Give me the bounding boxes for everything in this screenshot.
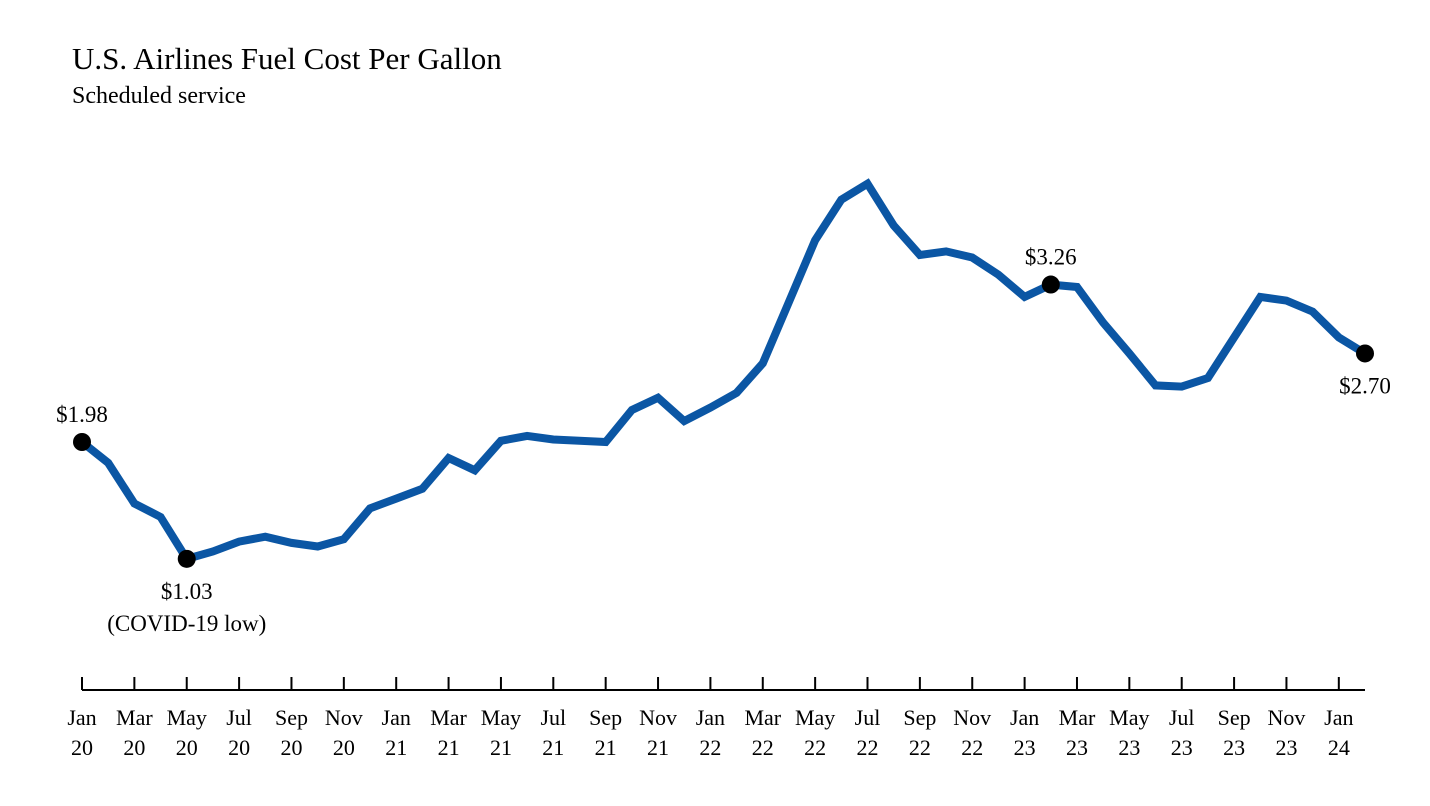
x-tick-label-month: Nov — [953, 705, 991, 730]
x-tick-label-year: 20 — [71, 735, 93, 760]
x-tick-label-month: May — [1109, 705, 1149, 730]
data-label: $3.26 — [1025, 245, 1077, 270]
x-tick-label-month: Jan — [1324, 705, 1353, 730]
data-label: $1.03 — [161, 579, 213, 604]
x-tick-label-year: 22 — [804, 735, 826, 760]
x-tick-label-month: Jul — [540, 705, 566, 730]
x-tick-label-month: May — [167, 705, 207, 730]
x-tick-label-year: 20 — [176, 735, 198, 760]
x-axis: Jan 20 Mar 20 May 20 Jul 20 Sep 20 Nov 20 Jan 21 Mar 21… — [67, 677, 1365, 760]
x-tick-label-year: 23 — [1066, 735, 1088, 760]
fuel-cost-line — [79, 178, 1368, 564]
x-tick-label-year: 23 — [1118, 735, 1140, 760]
x-tick-label-month: Sep — [275, 705, 308, 730]
x-tick-label-year: 21 — [490, 735, 512, 760]
x-tick-label-year: 20 — [280, 735, 302, 760]
series-line — [79, 178, 1368, 564]
x-tick-label-month: Mar — [116, 705, 153, 730]
x-tick-label-year: 22 — [961, 735, 983, 760]
x-tick-label-year: 22 — [909, 735, 931, 760]
data-label: $2.70 — [1339, 373, 1391, 398]
highlight-marker — [73, 433, 91, 451]
x-tick-label-year: 24 — [1328, 735, 1350, 760]
x-tick-label-year: 20 — [333, 735, 355, 760]
x-tick-label-month: Nov — [325, 705, 363, 730]
x-tick-label-month: Mar — [1059, 705, 1096, 730]
highlight-marker — [1356, 344, 1374, 363]
x-tick-label-month: Sep — [589, 705, 622, 730]
x-tick-label-month: Jul — [1169, 705, 1195, 730]
x-tick-label-month: Nov — [639, 705, 677, 730]
x-tick-label-month: Nov — [1268, 705, 1306, 730]
x-tick-label-month: May — [795, 705, 835, 730]
x-tick-label-year: 20 — [123, 735, 145, 760]
x-tick-label-month: Jul — [226, 705, 252, 730]
x-tick-label-year: 22 — [857, 735, 879, 760]
x-tick-label-year: 20 — [228, 735, 250, 760]
x-tick-label-month: Jan — [1010, 705, 1039, 730]
x-tick-label-year: 21 — [385, 735, 407, 760]
x-tick-label-month: May — [481, 705, 521, 730]
highlight-marker — [1041, 275, 1060, 294]
x-tick-label-year: 21 — [438, 735, 460, 760]
x-tick-label-month: Jan — [382, 705, 411, 730]
x-tick-label-month: Sep — [1218, 705, 1251, 730]
x-tick-label-year: 21 — [595, 735, 617, 760]
x-tick-label-year: 23 — [1223, 735, 1245, 760]
chart-title: U.S. Airlines Fuel Cost Per Gallon — [72, 41, 502, 76]
x-tick-label-year: 21 — [542, 735, 564, 760]
highlight-marker — [177, 549, 196, 568]
x-tick-label-year: 22 — [752, 735, 774, 760]
x-tick-label-year: 22 — [699, 735, 721, 760]
data-label: $1.98 — [56, 402, 108, 427]
x-tick-label-month: Jan — [696, 705, 725, 730]
chart-subtitle: Scheduled service — [72, 83, 246, 109]
x-tick-label-month: Mar — [430, 705, 467, 730]
x-tick-label-year: 23 — [1275, 735, 1297, 760]
x-tick-label-month: Jan — [67, 705, 96, 730]
x-tick-label-month: Jul — [855, 705, 881, 730]
data-label-note: (COVID-19 low) — [107, 611, 266, 636]
annotations: $1.98 $1.03 (COVID-19 low) $3.26 $2.70 — [56, 245, 1391, 636]
x-tick-label-year: 23 — [1014, 735, 1036, 760]
x-tick-label-year: 23 — [1171, 735, 1193, 760]
x-tick-label-year: 21 — [647, 735, 669, 760]
x-tick-label-month: Mar — [744, 705, 781, 730]
x-tick-label-month: Sep — [903, 705, 936, 730]
